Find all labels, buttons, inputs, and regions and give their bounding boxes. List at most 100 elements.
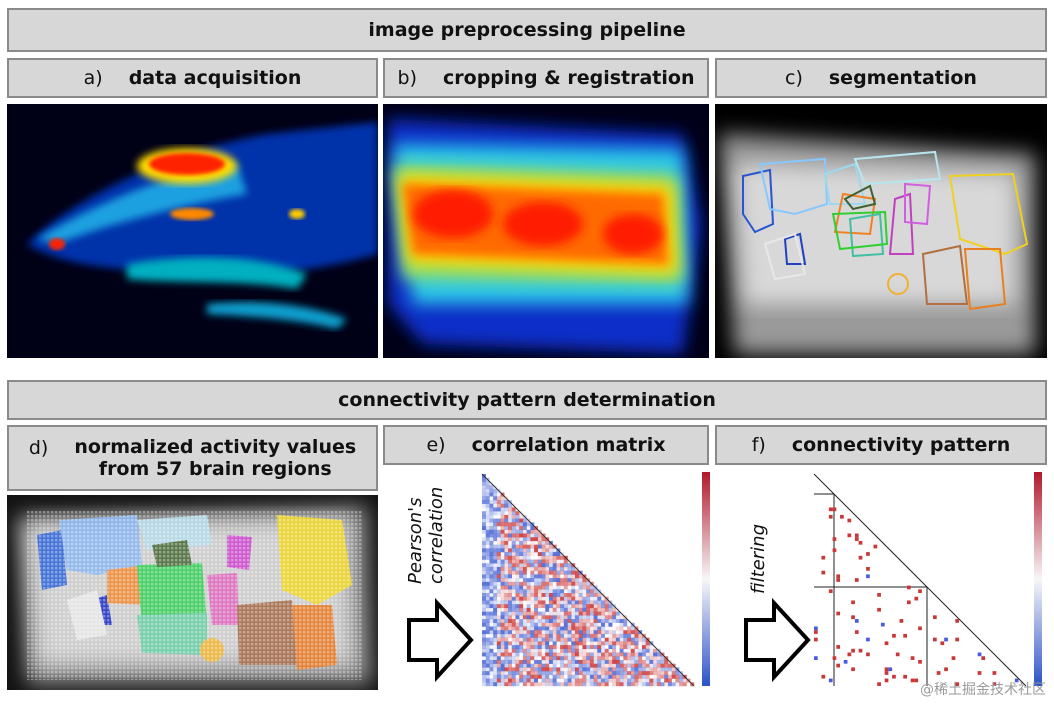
matrix-cell [556, 555, 561, 560]
matrix-cell [578, 667, 583, 672]
matrix-cell [538, 608, 542, 612]
matrix-cell [667, 682, 672, 687]
matrix-cell [586, 656, 591, 661]
matrix-cell [485, 552, 490, 557]
matrix-cell [500, 537, 505, 542]
matrix-cell [519, 566, 524, 571]
matrix-cell [500, 544, 505, 549]
matrix-cell [482, 544, 486, 549]
matrix-cell [522, 581, 527, 586]
matrix-cell [519, 585, 524, 590]
matrix-cell [552, 671, 557, 676]
matrix-cell [653, 663, 658, 668]
matrix-cell [519, 678, 524, 683]
matrix-cell [537, 585, 542, 590]
matrix-cell [489, 522, 494, 527]
matrix-cell [814, 626, 818, 631]
matrix-cell [504, 522, 509, 527]
matrix-cell [485, 674, 490, 679]
matrix-cell [589, 611, 594, 616]
matrix-cell [854, 533, 859, 538]
matrix-cell [586, 648, 591, 653]
matrix-cell [493, 626, 498, 631]
matrix-cell [586, 659, 591, 664]
matrix-cell [482, 637, 486, 642]
matrix-cell [493, 589, 498, 594]
matrix-cell [623, 622, 628, 627]
matrix-cell [519, 574, 524, 579]
matrix-cell [589, 659, 594, 664]
matrix-cell [493, 537, 498, 542]
matrix-cell [615, 619, 620, 623]
matrix-cell [489, 596, 494, 601]
matrix-cell [534, 633, 538, 638]
matrix-cell [519, 656, 523, 660]
matrix-cell [586, 615, 591, 620]
matrix-cell [977, 652, 982, 657]
matrix-cell [593, 641, 598, 646]
panel-f-header: f) connectivity pattern [715, 425, 1047, 465]
matrix-cell [548, 659, 553, 664]
matrix-cell [619, 674, 624, 679]
matrix-cell [560, 604, 565, 609]
matrix-cell [519, 593, 524, 597]
matrix-cell [485, 604, 490, 609]
matrix-cell [615, 659, 620, 664]
matrix-cell [493, 559, 498, 564]
matrix-cell [515, 559, 520, 564]
matrix-cell [627, 656, 631, 661]
matrix-cell [545, 667, 550, 672]
matrix-cell [493, 619, 498, 623]
matrix-cell [828, 514, 833, 519]
matrix-cell [612, 637, 617, 642]
matrix-cell [508, 552, 512, 557]
matrix-cell [485, 514, 490, 519]
matrix-cell [567, 574, 572, 579]
matrix-cell [519, 633, 524, 638]
matrix-cell [526, 604, 531, 609]
matrix-cell [534, 600, 538, 605]
matrix-cell [493, 593, 498, 597]
matrix-cell [537, 626, 542, 631]
matrix-cell [567, 566, 572, 571]
matrix-cell [548, 559, 553, 564]
matrix-cell [619, 630, 624, 635]
matrix-cell [504, 645, 509, 650]
matrix-cell [638, 682, 643, 687]
matrix-cell [545, 578, 550, 583]
matrix-cell [586, 652, 591, 657]
matrix-cell [608, 611, 613, 616]
matrix-cell [601, 637, 605, 642]
matrix-cell [574, 570, 579, 575]
matrix-cell [530, 637, 535, 642]
matrix-cell [534, 630, 538, 635]
matrix-cell [568, 641, 572, 645]
matrix-cell [560, 659, 565, 664]
matrix-cell [515, 548, 520, 553]
matrix-cell [627, 645, 631, 650]
matrix-cell [515, 533, 520, 538]
matrix-cell [515, 526, 520, 530]
matrix-cell [482, 630, 486, 635]
matrix-cell [586, 585, 591, 590]
matrix-cell [508, 593, 512, 597]
matrix-cell [526, 611, 531, 616]
matrix-cell [537, 533, 542, 538]
matrix-cell [656, 674, 661, 679]
matrix-cell [574, 578, 579, 583]
watermark: @稀土掘金技术社区 [920, 682, 1046, 698]
matrix-cell [578, 659, 583, 664]
matrix-cell [623, 630, 628, 635]
matrix-cell [571, 581, 576, 586]
matrix-cell [645, 648, 650, 653]
matrix-cell [664, 671, 669, 676]
matrix-cell [567, 659, 572, 664]
matrix-cell [522, 596, 527, 601]
matrix-cell [545, 574, 550, 579]
matrix-cell [548, 563, 553, 568]
matrix-cell [526, 615, 531, 620]
matrix-cell [504, 559, 509, 564]
matrix-cell [522, 552, 527, 557]
matrix-cell [500, 659, 505, 664]
matrix-cell [485, 607, 490, 612]
